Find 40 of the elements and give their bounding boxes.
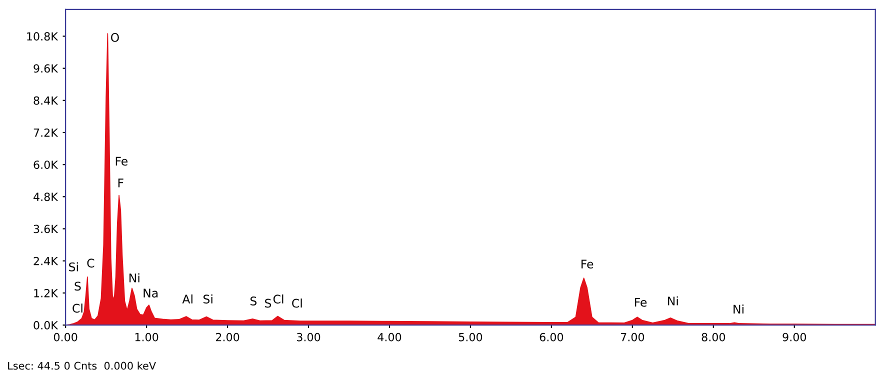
x-tick-label: 2.00: [216, 332, 240, 342]
x-tick-label: 1.00: [135, 332, 158, 342]
annotation: Ni: [130, 273, 140, 282]
annotation: Si: [203, 294, 212, 304]
y-tick-label: 6.0K: [34, 160, 58, 169]
x-tick-label: 0.00: [54, 332, 78, 342]
y-tick-label: 10.8K: [27, 32, 58, 41]
y-tick-label: 2.4K: [34, 256, 58, 266]
annotation: Ni: [668, 296, 678, 306]
x-tick-label: 8.00: [702, 332, 726, 342]
annotation: Fe: [116, 156, 128, 166]
annotation: Al: [182, 294, 192, 304]
annotation: Cl: [273, 294, 284, 304]
x-tick-label: 3.00: [296, 332, 320, 342]
annotation: Ni: [734, 304, 744, 314]
y-tick-label: 1.2K: [34, 288, 58, 298]
annotation: O: [110, 32, 119, 42]
x-tick-label: 6.00: [540, 332, 564, 342]
y-tick-label: 4.8K: [34, 192, 58, 202]
y-tick-label: 8.4K: [34, 96, 58, 105]
text: Lsec: 44.5 0 Cnts 0.000 keV: [8, 362, 156, 370]
annotation: Fe: [582, 260, 594, 269]
y-tick-label: 3.6K: [34, 224, 58, 234]
annotation: S: [250, 296, 257, 306]
x-tick-label: 7.00: [620, 332, 644, 342]
annotation: Fe: [634, 298, 647, 307]
annotation: F: [118, 178, 124, 188]
annotation: Cl: [72, 304, 82, 313]
annotation: Cl: [292, 298, 302, 308]
y-tick-label: 7.2K: [34, 128, 58, 137]
x-tick-label: 9.00: [782, 332, 806, 342]
x-tick-label: 5.00: [458, 332, 482, 342]
annotation: S: [74, 282, 81, 291]
annotation: Si: [69, 262, 78, 272]
y-tick-label: 9.6K: [34, 64, 58, 73]
y-tick-label: 0.0K: [34, 321, 58, 330]
annotation: Na: [144, 288, 158, 298]
annotation: S: [265, 298, 272, 308]
annotation: C: [87, 258, 94, 268]
x-tick-label: 4.00: [378, 332, 402, 342]
